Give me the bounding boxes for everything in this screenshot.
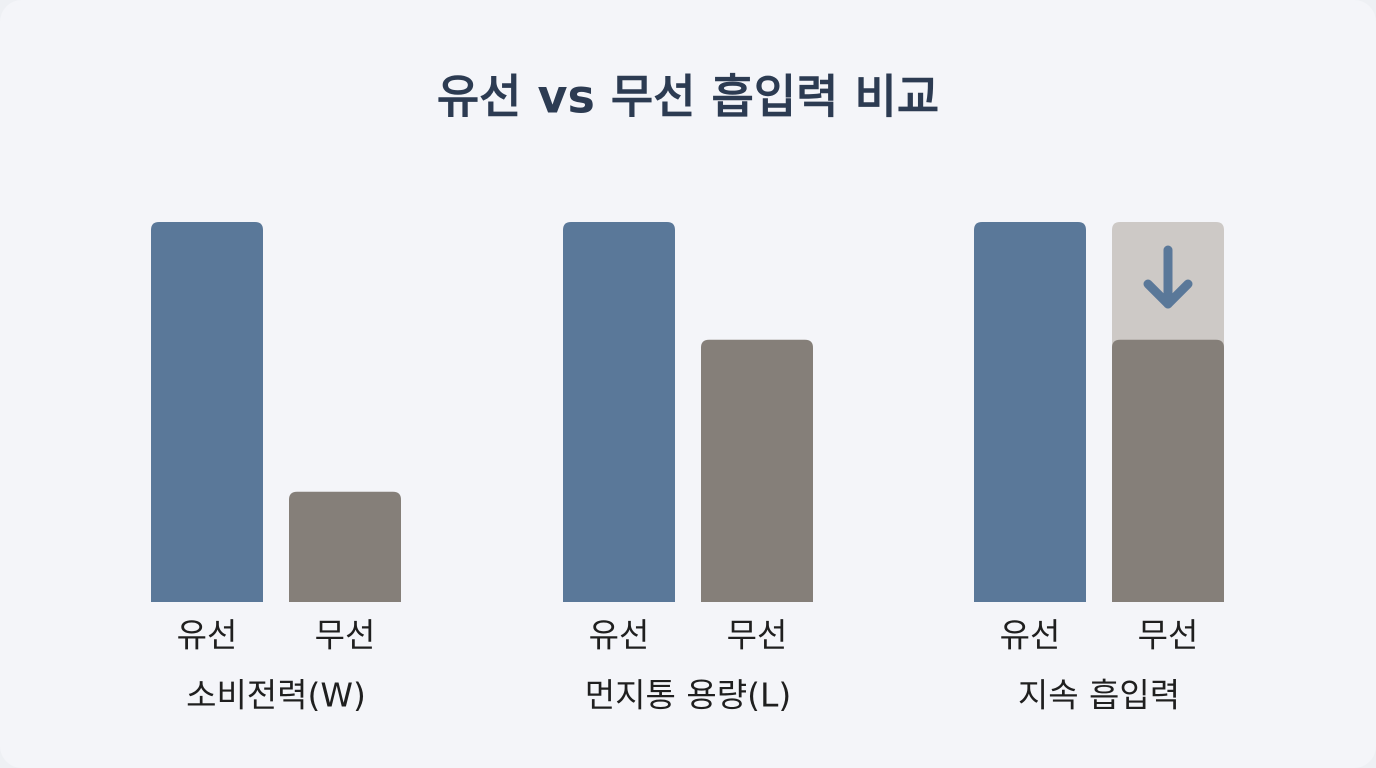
x-tick-label: 유선: [1000, 616, 1061, 655]
bar: [974, 222, 1086, 602]
x-axis-label: 지속 흡입력: [1018, 676, 1180, 715]
bar: [1112, 339, 1224, 602]
bar: [701, 339, 813, 602]
x-tick-label: 무선: [727, 616, 788, 655]
bar: [151, 222, 263, 602]
x-tick-label: 무선: [1138, 616, 1199, 655]
x-tick-label: 무선: [315, 616, 376, 655]
x-axis-label: 먼지통 용량(L): [585, 676, 791, 715]
x-tick-label: 유선: [177, 616, 238, 655]
chart-title: 유선 vs 무선 흡입력 비교: [437, 70, 939, 124]
x-tick-label: 유선: [589, 616, 650, 655]
x-axis-label: 소비전력(W): [186, 676, 366, 715]
bar: [289, 491, 401, 602]
down-arrow-icon: [1143, 245, 1193, 309]
bar: [563, 222, 675, 602]
